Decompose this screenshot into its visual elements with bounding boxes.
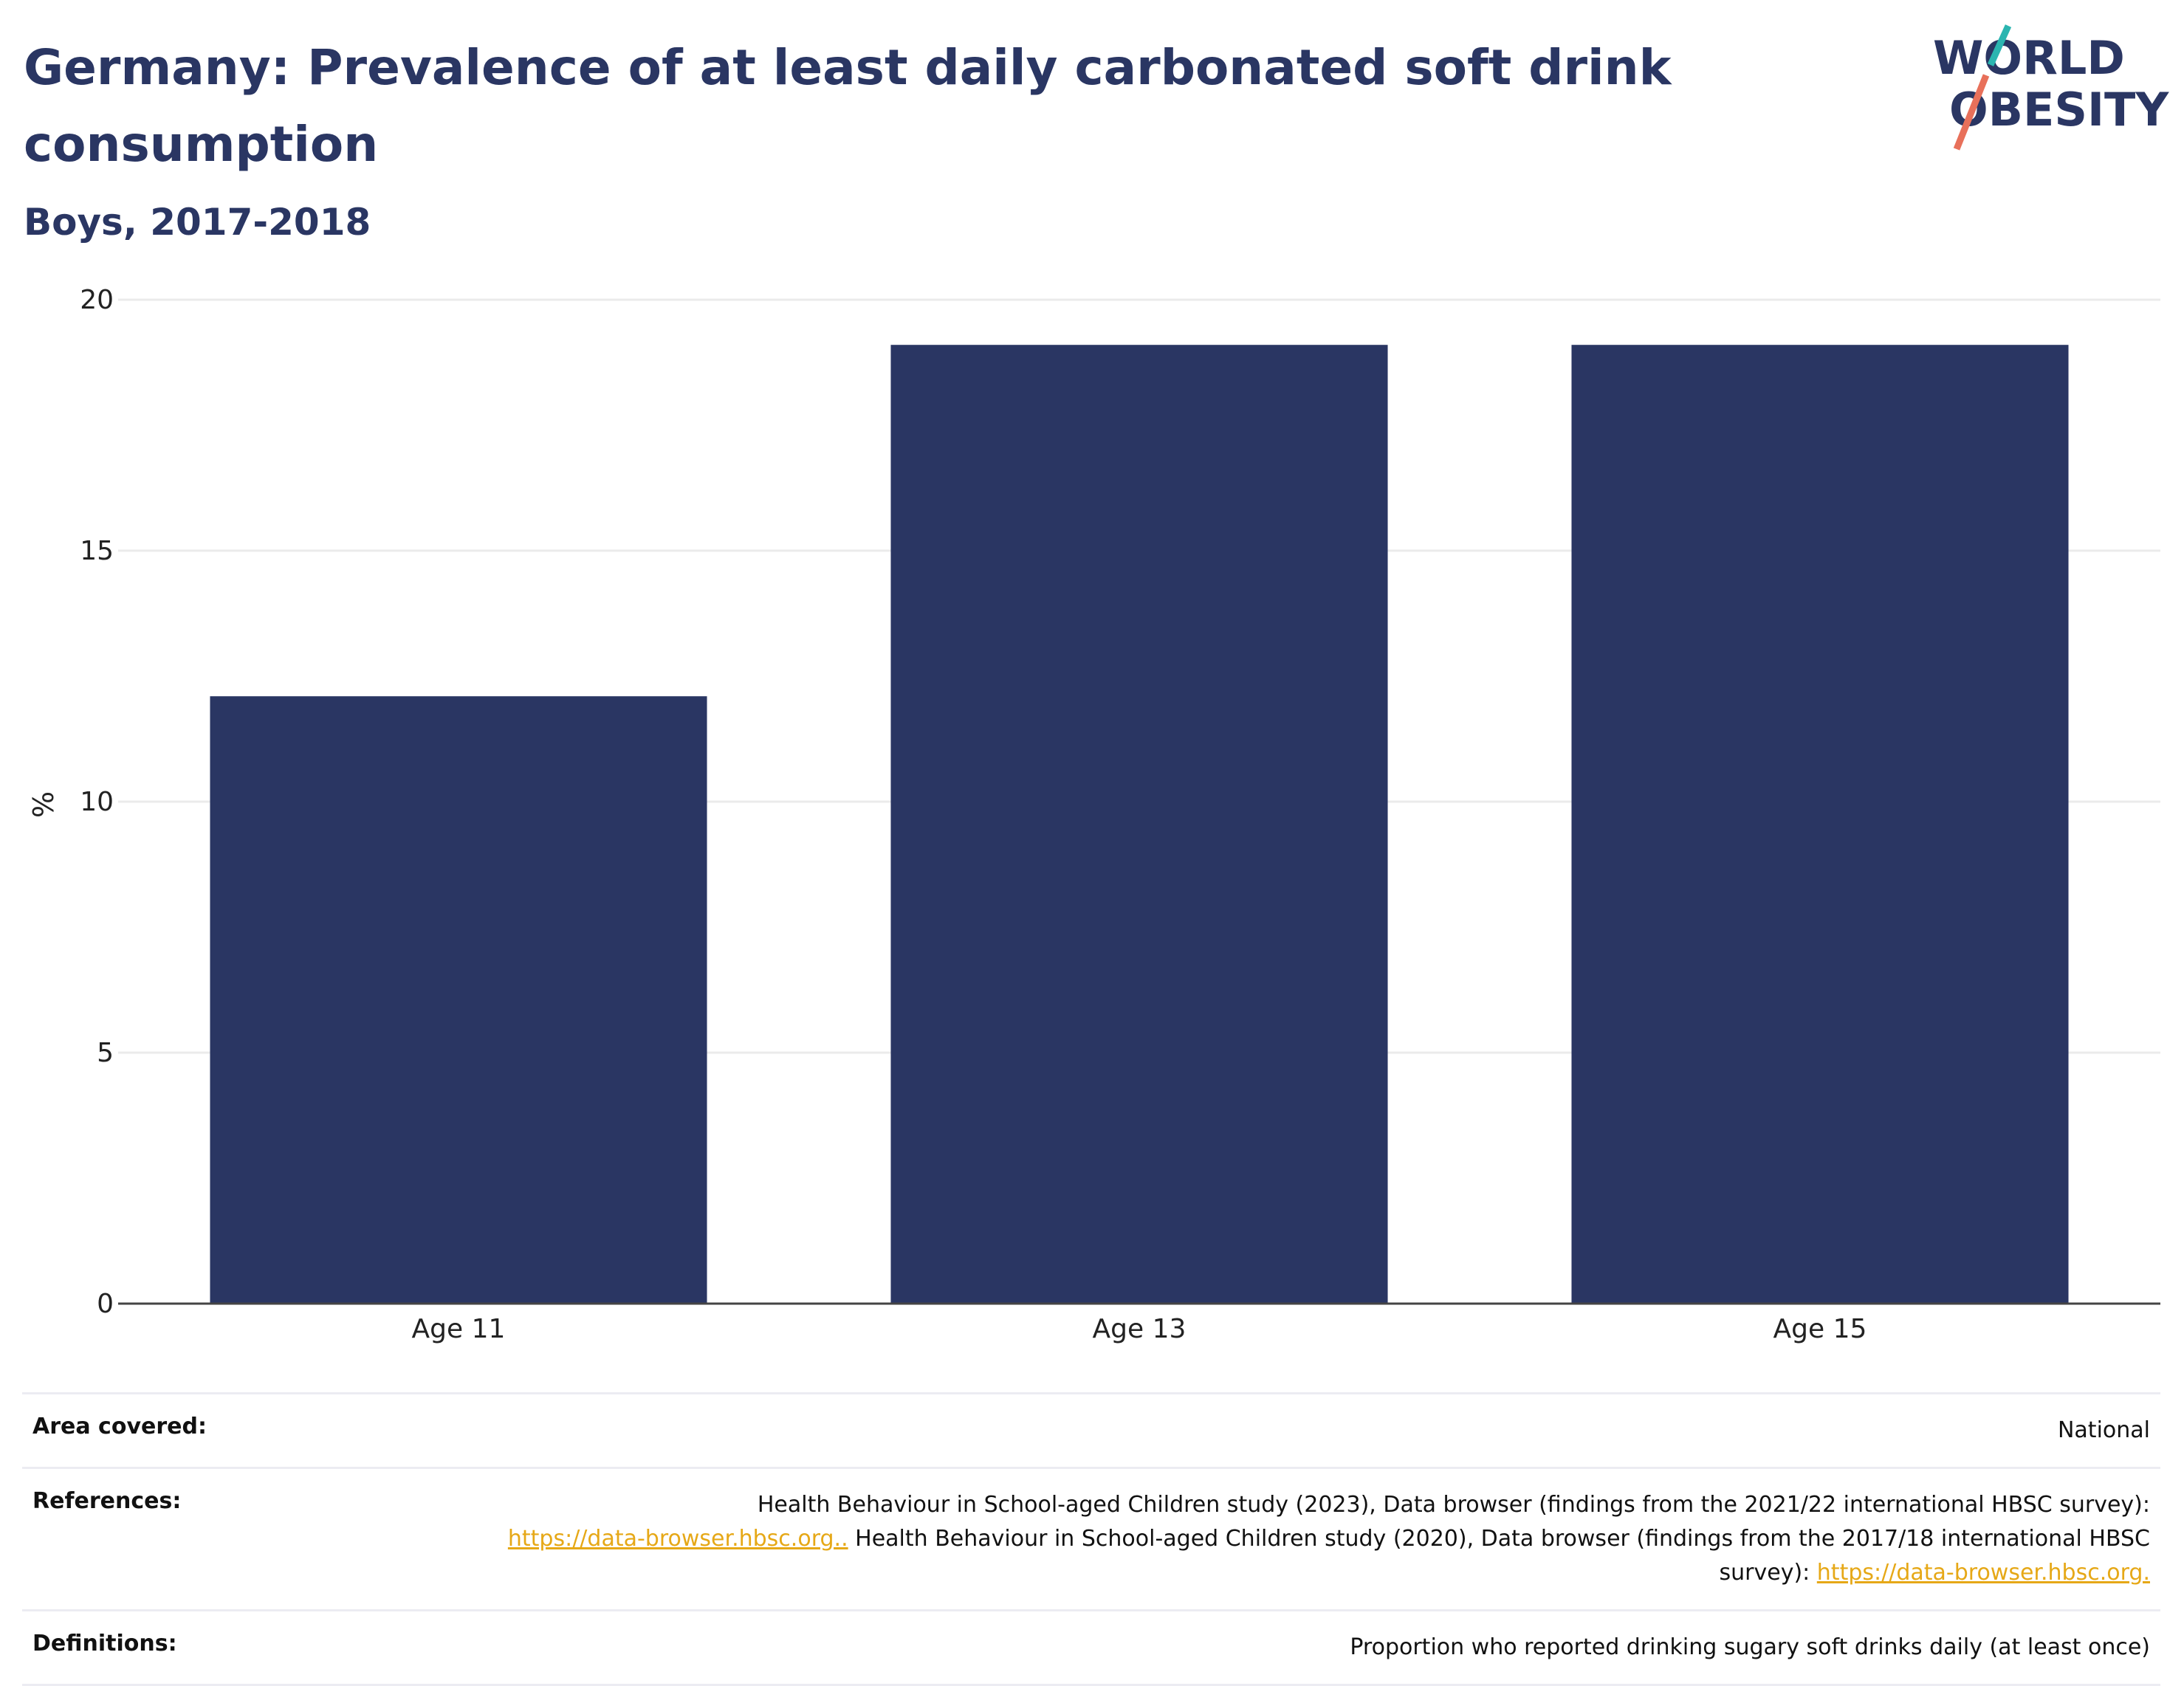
y-tick-label: 10: [80, 787, 114, 817]
bar-chart: 0 5 10 15 20 Age 11 Age 13 Age 15 %: [27, 285, 2160, 1344]
references-label: References:: [32, 1488, 182, 1514]
area-covered-label: Area covered:: [32, 1414, 207, 1439]
logo-line2: OBESITY: [1949, 83, 2169, 137]
y-axis-label: %: [27, 791, 60, 818]
y-tick-label: 0: [97, 1289, 114, 1319]
metadata-table: Area covered: National References: Healt…: [22, 1392, 2160, 1686]
reference-text-2: Health Behaviour in School-aged Children…: [848, 1526, 2150, 1586]
chart-title: Germany: Prevalence of at least daily ca…: [24, 39, 1672, 173]
bar-age-11: [210, 696, 707, 1304]
reference-text-1: Health Behaviour in School-aged Children…: [757, 1492, 2150, 1518]
world-obesity-logo: WORLD OBESITY: [1933, 24, 2169, 151]
definitions-row: Definitions: Proportion who reported dri…: [22, 1609, 2160, 1686]
area-covered-row: Area covered: National: [22, 1392, 2160, 1467]
reference-link-1[interactable]: https://data-browser.hbsc.org..: [507, 1526, 848, 1552]
x-tick-labels: Age 11 Age 13 Age 15: [412, 1314, 1867, 1344]
definitions-label: Definitions:: [32, 1631, 177, 1656]
x-tick-label: Age 13: [1093, 1314, 1187, 1344]
references-row: References: Health Behaviour in School-a…: [22, 1467, 2160, 1609]
y-tick-label: 15: [80, 536, 114, 566]
references-value: Health Behaviour in School-aged Children…: [452, 1488, 2150, 1590]
reference-link-2[interactable]: https://data-browser.hbsc.org.: [1816, 1560, 2150, 1586]
logo-slash-teal: [1987, 24, 2012, 66]
x-tick-label: Age 15: [1773, 1314, 1867, 1344]
y-tick-label: 5: [97, 1038, 114, 1068]
bar-age-15: [1571, 345, 2069, 1304]
bar-age-13: [890, 345, 1388, 1304]
logo-line1: WORLD: [1933, 31, 2125, 85]
x-tick-label: Age 11: [412, 1314, 506, 1344]
logo-slash-coral: [1953, 74, 1990, 151]
bars: [210, 345, 2069, 1304]
y-tick-label: 20: [80, 285, 114, 315]
definitions-value: Proportion who reported drinking sugary …: [1350, 1634, 2150, 1660]
area-covered-value: National: [2057, 1417, 2150, 1443]
y-tick-labels: 0 5 10 15 20: [80, 285, 114, 1319]
chart-subtitle: Boys, 2017-2018: [24, 201, 371, 244]
